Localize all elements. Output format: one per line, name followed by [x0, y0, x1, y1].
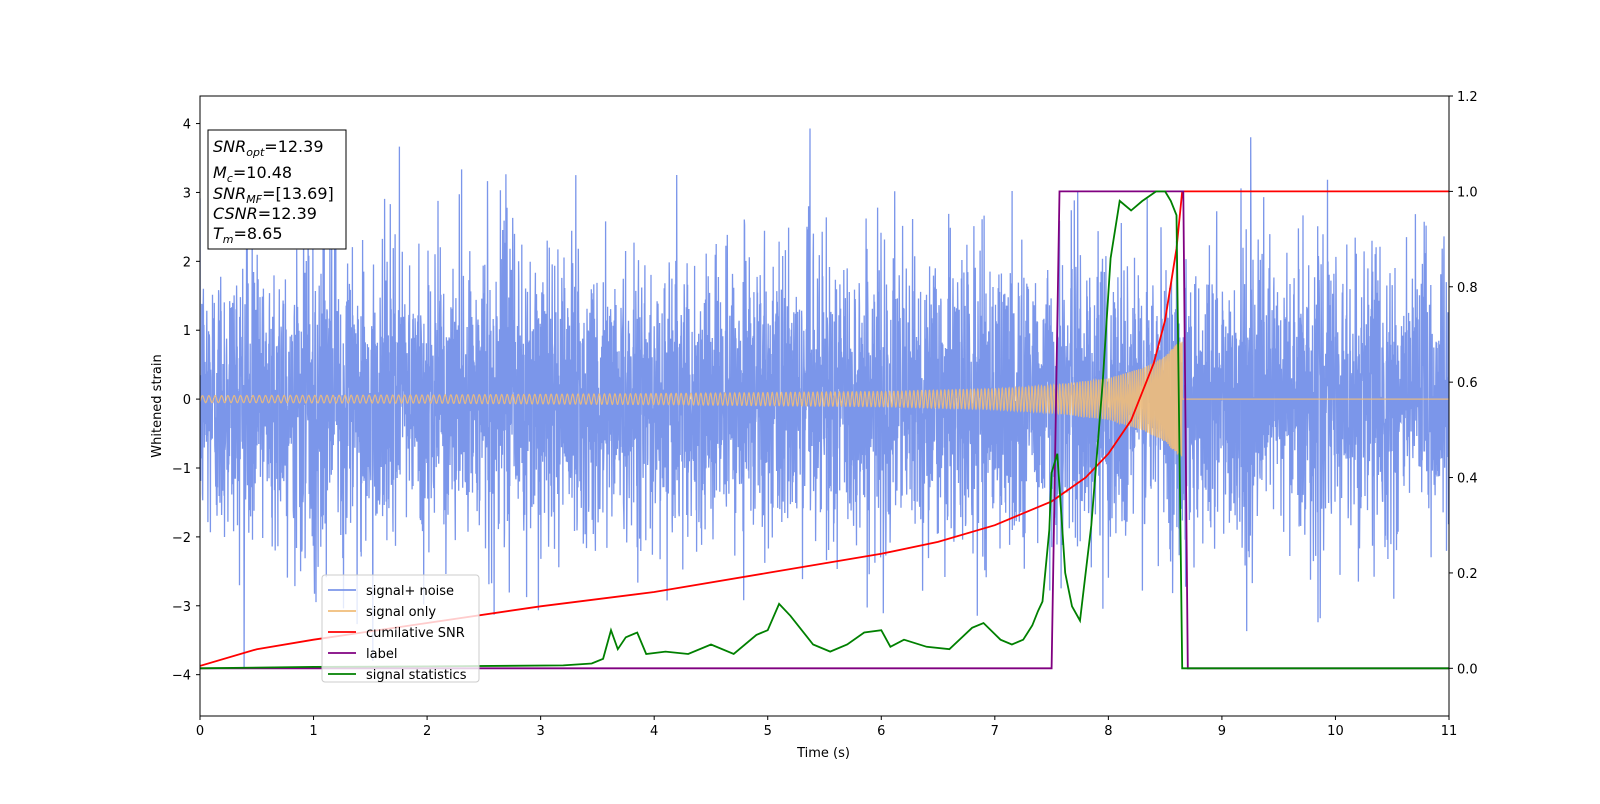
x-tick-label: 10 — [1327, 724, 1344, 739]
x-axis-label: Time (s) — [796, 746, 850, 761]
y2-tick-label: 0.8 — [1457, 281, 1478, 296]
plot-frame — [199, 95, 1450, 717]
x-tick-label: 4 — [650, 724, 658, 739]
info-box: SNRopt=12.39 Mc=10.48 SNRMF=[13.69] CSNR… — [207, 129, 347, 250]
x-tick-label: 1 — [309, 724, 317, 739]
info-snr-opt: SNRopt=12.39 — [213, 137, 324, 159]
ticks-layer: 0 1 2 3 4 5 6 7 8 9 10 11 −4 −3 −2 −1 0 1 2 3 4 0.0 0.2 0.4 0.6 0… — [172, 90, 1478, 739]
x-tick-label: 8 — [1104, 724, 1112, 739]
y-tick-label: 3 — [183, 186, 191, 201]
legend-label: signal+ noise — [366, 584, 454, 599]
legend-frame — [321, 574, 480, 683]
series-signal-only-line — [200, 341, 1449, 457]
info-tm: Tm=8.65 — [213, 224, 283, 246]
legend-label: signal only — [366, 605, 436, 620]
y-tick-label: 0 — [183, 393, 191, 408]
y-tick-label: −1 — [172, 462, 191, 477]
legend-entry-signal-statistics: signal statistics — [328, 668, 467, 683]
y2-tick-label: 0.6 — [1457, 376, 1478, 391]
x-tick-label: 2 — [423, 724, 431, 739]
y-tick-label: −3 — [172, 600, 191, 615]
x-tick-label: 5 — [764, 724, 772, 739]
x-tick-label: 3 — [536, 724, 544, 739]
legend-entry-signal-noise: signal+ noise — [328, 584, 454, 599]
legend-entry-signal-only: signal only — [328, 605, 436, 620]
legend-label: cumilative SNR — [366, 626, 465, 641]
y2-tick-label: 1.2 — [1457, 90, 1478, 105]
y-tick-label: −2 — [172, 531, 191, 546]
y2-tick-label: 1.0 — [1457, 185, 1478, 200]
y2-tick-label: 0.0 — [1457, 662, 1478, 677]
info-snr-mf: SNRMF=[13.69] — [213, 184, 334, 206]
y-tick-label: 4 — [183, 118, 191, 133]
info-mc: Mc=10.48 — [213, 163, 292, 185]
y-tick-label: −4 — [172, 669, 191, 684]
y2-tick-label: 0.2 — [1457, 567, 1478, 582]
y-tick-label: 2 — [183, 255, 191, 270]
x-tick-label: 11 — [1441, 724, 1458, 739]
legend-label: signal statistics — [366, 668, 467, 683]
info-csnr: CSNR=12.39 — [213, 204, 317, 223]
legend: signal+ noise signal only cumilative SNR la… — [321, 574, 480, 683]
x-tick-label: 7 — [991, 724, 999, 739]
y-axis-label: Whitened strain — [150, 354, 165, 457]
y-tick-label: 1 — [183, 324, 191, 339]
x-tick-label: 0 — [196, 724, 204, 739]
y2-tick-label: 0.4 — [1457, 472, 1478, 487]
info-box-frame — [207, 129, 347, 250]
x-tick-label: 6 — [877, 724, 885, 739]
series-signal-noise-line — [200, 128, 1449, 669]
x-tick-label: 9 — [1218, 724, 1226, 739]
legend-entry-label: label — [328, 647, 397, 662]
legend-label: label — [366, 647, 397, 662]
series-signal-statistics-line — [200, 190, 1449, 670]
legend-entry-cumilative-snr: cumilative SNR — [328, 626, 465, 641]
